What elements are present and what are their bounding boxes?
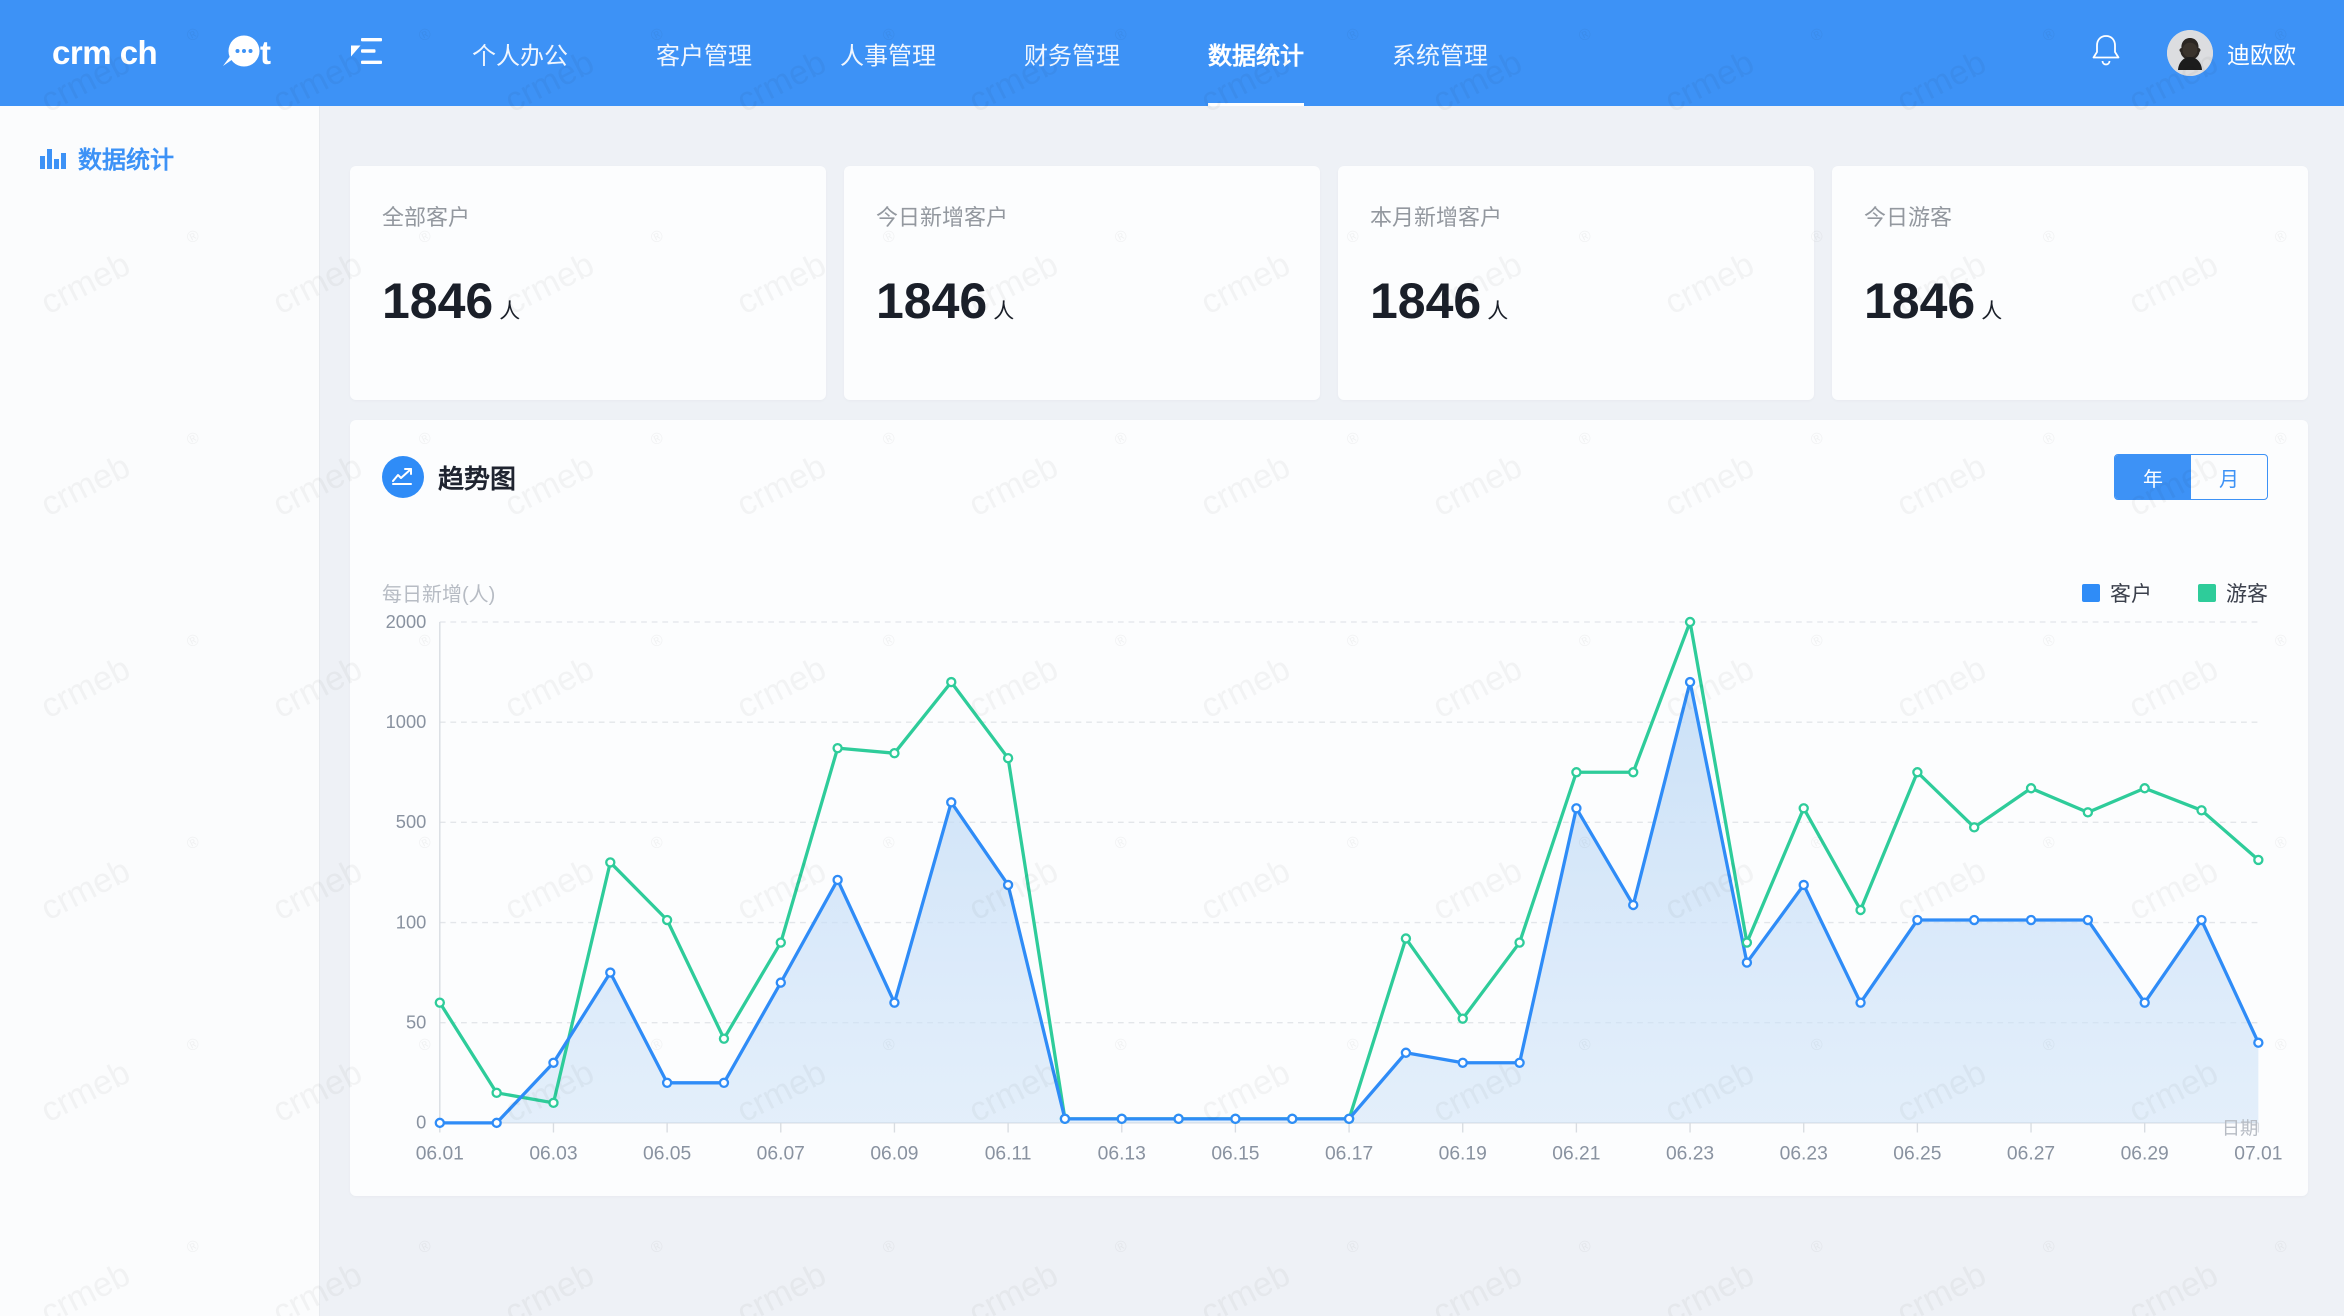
svg-text:06.29: 06.29 [2121, 1143, 2169, 1164]
svg-text:06.13: 06.13 [1098, 1143, 1146, 1164]
svg-text:06.17: 06.17 [1325, 1143, 1373, 1164]
svg-text:06.03: 06.03 [529, 1143, 577, 1164]
svg-text:06.11: 06.11 [985, 1143, 1032, 1164]
svg-text:06.09: 06.09 [870, 1143, 918, 1164]
svg-text:06.23: 06.23 [1666, 1143, 1714, 1164]
svg-text:50: 50 [406, 1011, 426, 1032]
svg-text:06.07: 06.07 [757, 1143, 805, 1164]
svg-text:1000: 1000 [386, 711, 427, 732]
svg-text:t: t [260, 34, 271, 71]
svg-text:06.23: 06.23 [1780, 1143, 1828, 1164]
svg-text:06.01: 06.01 [416, 1143, 464, 1164]
svg-text:日期: 日期 [2222, 1117, 2259, 1138]
svg-text:06.25: 06.25 [1893, 1143, 1941, 1164]
svg-text:06.19: 06.19 [1439, 1143, 1487, 1164]
svg-text:06.15: 06.15 [1211, 1143, 1259, 1164]
svg-text:0: 0 [416, 1112, 426, 1133]
svg-text:06.05: 06.05 [643, 1143, 691, 1164]
svg-text:500: 500 [396, 811, 427, 832]
svg-text:crm ch: crm ch [52, 34, 157, 71]
svg-text:07.01: 07.01 [2234, 1143, 2282, 1164]
svg-text:06.27: 06.27 [2007, 1143, 2055, 1164]
svg-text:06.21: 06.21 [1552, 1143, 1600, 1164]
svg-text:100: 100 [396, 911, 427, 932]
svg-text:2000: 2000 [386, 611, 427, 632]
